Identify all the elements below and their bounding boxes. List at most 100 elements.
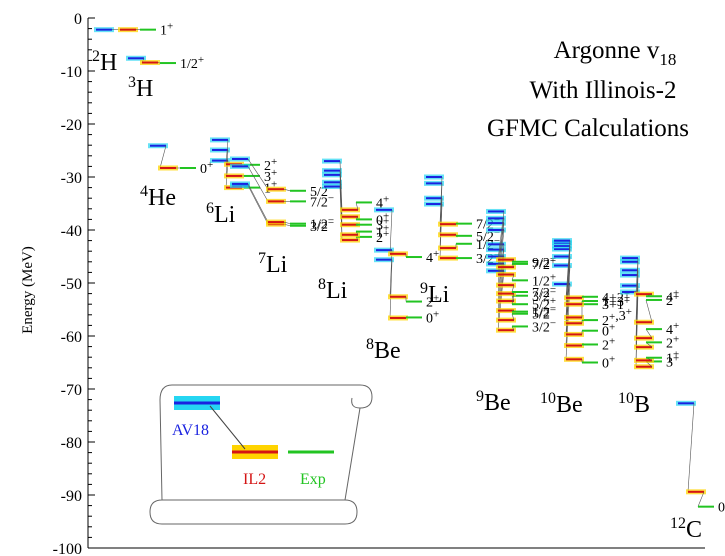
level-jp-label: 5/2+ — [532, 295, 556, 313]
connector — [511, 285, 515, 293]
legend-scroll — [149, 384, 373, 525]
y-tick-label: -10 — [61, 64, 82, 81]
level-jp-label: 3+ — [264, 167, 277, 185]
legend-connector — [209, 405, 246, 450]
level-jp-label: 1+ — [160, 21, 173, 39]
connector — [225, 139, 229, 165]
nucleus-10B: 3+1+2+4+2+4+ — [620, 255, 679, 370]
level-jp-label: 4+ — [666, 287, 679, 305]
connector — [511, 293, 515, 305]
level-jp-label: 1+ — [376, 223, 389, 241]
nucleus-label: 8Li — [318, 276, 348, 304]
level-jp-label: 2+ — [666, 333, 679, 351]
level-jp-label: 0+ — [426, 308, 439, 326]
y-tick-label: -100 — [53, 541, 82, 556]
connector — [439, 176, 443, 225]
chart-title-line-3: GFMC Calculations — [487, 115, 689, 142]
nucleus-2H: 1+ — [94, 21, 173, 39]
legend-il2-label: IL2 — [243, 471, 266, 488]
y-axis: 0 -10 -20 -30 -40 -50 -60 -70 -80 -90 -100 — [53, 11, 705, 556]
level-jp-label: 4+ — [426, 248, 439, 266]
y-tick-label: -80 — [61, 435, 82, 452]
nucleus-12C: 0+ — [676, 400, 725, 516]
level-jp-label: 7/2+ — [532, 255, 556, 273]
y-tick-label: -90 — [61, 488, 82, 505]
connector — [565, 240, 571, 298]
nucleus-label: 10Be — [540, 390, 583, 418]
nucleus-label: 9Li — [420, 280, 450, 308]
level-jp-label: 1/2− — [532, 303, 556, 321]
connector — [283, 188, 291, 192]
level-jp-label: 3/2− — [532, 317, 556, 335]
level-jp-label: 5/2− — [476, 227, 500, 245]
connector — [283, 221, 291, 224]
level-jp-label: 4+ — [666, 320, 679, 338]
nucleus-8Be: 0+2+4+ — [374, 207, 439, 326]
connector — [697, 491, 705, 507]
y-tick-label: -40 — [61, 223, 82, 240]
level-jp-label: 1+ — [666, 349, 679, 367]
level-jp-label: 2+ — [376, 228, 389, 246]
nucleus-3H: 1/2+ — [126, 54, 204, 72]
level-jp-label: 0+ — [376, 210, 389, 228]
nucleus-label: 8Be — [366, 336, 401, 364]
connector — [247, 183, 269, 223]
y-tick-label: -50 — [61, 276, 82, 293]
connector — [339, 161, 343, 210]
connector — [645, 328, 653, 339]
connector — [635, 270, 639, 339]
nucleus-8Li: 2+1+3+0+4+ — [322, 158, 389, 246]
level-jp-label: 2+ — [602, 335, 615, 353]
connector — [247, 166, 269, 202]
connector — [389, 259, 393, 318]
y-tick-label: 0 — [74, 11, 82, 28]
connector — [247, 158, 269, 190]
level-jp-label: 2+ — [666, 291, 679, 309]
legend-exp-label: Exp — [300, 471, 326, 488]
level-jp-label: 0+ — [718, 498, 725, 516]
connector — [159, 145, 167, 169]
y-tick-label: -70 — [61, 382, 82, 399]
level-jp-label: 4+ — [376, 193, 389, 211]
level-jp-label: 3/2− — [310, 217, 334, 235]
level-jp-label: 3+1+ — [602, 295, 630, 313]
nucleus-label: 4He — [140, 183, 176, 211]
nucleus-label: 2H — [92, 48, 117, 76]
connector — [355, 202, 359, 210]
level-jp-label: 2+,3+ — [602, 306, 632, 329]
chart-title-line-2: With Illinois-2 — [530, 77, 677, 104]
nucleus-label: 6Li — [206, 200, 236, 228]
level-jp-label: 1+3+ — [602, 292, 630, 310]
connector — [635, 258, 639, 295]
nucleus-label: 12C — [670, 515, 702, 543]
level-jp-label: 3+ — [376, 216, 389, 234]
nucleus-4He: 0+ — [148, 143, 213, 177]
nucleus-10Be: 0+2+0+2+,3+3+1+1+3+4+2+ — [552, 238, 632, 372]
level-jp-label: 3/2− — [532, 287, 556, 305]
nucleus-9Be: 3/2−5/2−1/2−3/2−5/2+7/2−1/2+7/2+9/2− — [486, 208, 556, 335]
level-jp-label: 7/2− — [310, 192, 334, 210]
nucleus-label: 9Be — [476, 388, 511, 416]
connector — [511, 313, 515, 321]
nucleus-label: 3H — [128, 74, 153, 102]
level-jp-label: 5/2− — [532, 305, 556, 323]
level-jp-label: 7/2− — [532, 283, 556, 301]
connector — [157, 62, 161, 64]
level-jp-label: 1/2+ — [180, 54, 204, 72]
connector — [645, 299, 653, 323]
connector — [687, 403, 695, 492]
level-jp-label: 0+ — [602, 322, 615, 340]
level-scheme: 1+1/2+0+1+3+2+3/2−1/2−7/2−5/2−2+1+3+0+4+… — [94, 21, 725, 516]
connector — [247, 185, 269, 225]
legend: AV18 IL2 Exp — [149, 384, 373, 525]
y-tick-label: -20 — [61, 117, 82, 134]
y-axis-label: Energy (MeV) — [20, 246, 36, 334]
y-tick-label: -30 — [61, 170, 82, 187]
level-jp-label: 2+ — [426, 293, 439, 311]
legend-av18-label: AV18 — [172, 422, 209, 439]
level-jp-label: 0+ — [602, 354, 615, 372]
chart-title-line-1: Argonne v18 — [554, 37, 677, 69]
level-jp-label: 3+ — [666, 352, 679, 370]
nucleus-7Li: 3/2−1/2−7/2−5/2− — [230, 156, 334, 235]
